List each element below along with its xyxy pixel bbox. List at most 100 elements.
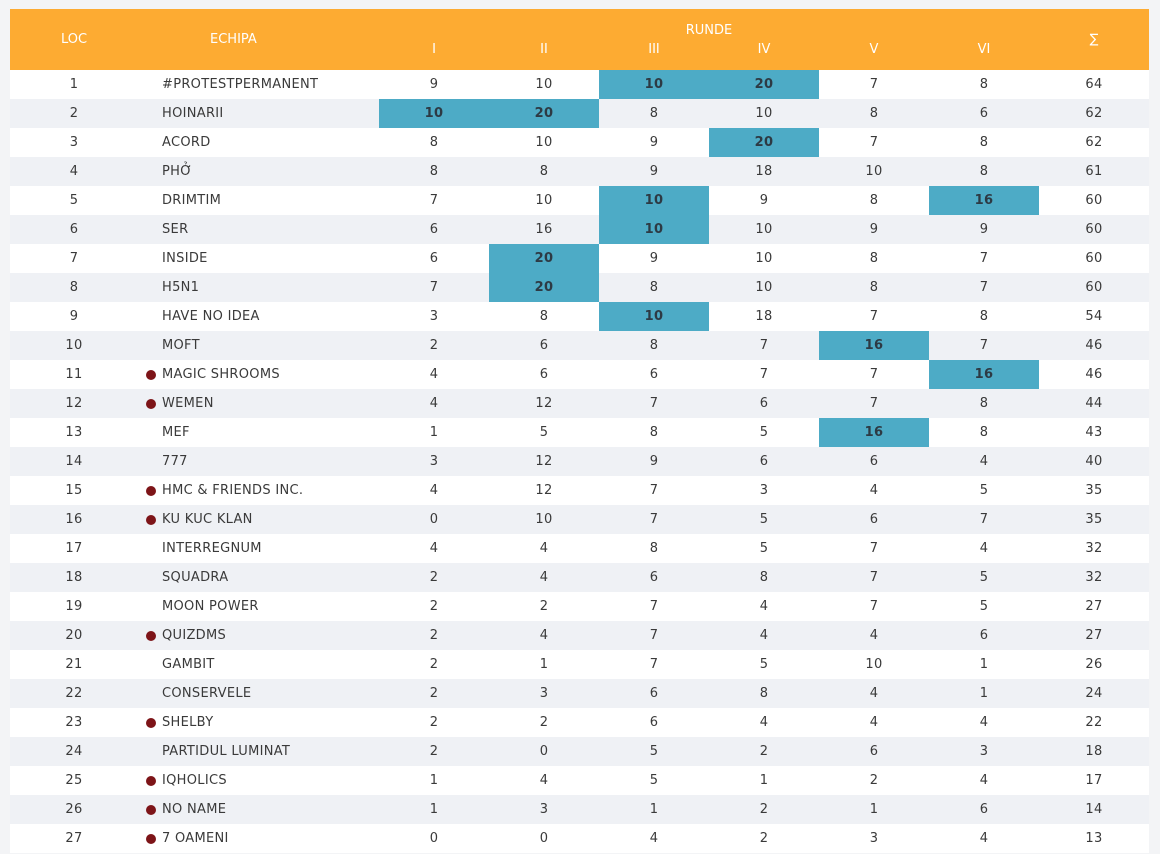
rank-cell: 17: [10, 534, 138, 563]
round-5-score-cell: 4: [819, 621, 929, 650]
team-name-cell: SER: [160, 215, 379, 244]
total-score-cell: 27: [1039, 621, 1149, 650]
round-4-score-cell: 4: [709, 621, 819, 650]
header-sum[interactable]: ∑: [1039, 9, 1149, 70]
marker-cell: [138, 679, 160, 708]
header-round-6[interactable]: VI: [929, 40, 1039, 70]
rank-cell: 22: [10, 679, 138, 708]
team-name-cell: CONSERVELE: [160, 679, 379, 708]
round-5-score-cell: 7: [819, 70, 929, 99]
round-3-score-cell: 6: [599, 679, 709, 708]
marker-cell: [138, 157, 160, 186]
team-name-cell: MAGIC SHROOMS: [160, 360, 379, 389]
round-6-score-cell: 6: [929, 795, 1039, 824]
round-4-score-cell: 10: [709, 273, 819, 302]
round-5-score-cell: 10: [819, 157, 929, 186]
round-5-score-cell: 3: [819, 824, 929, 853]
round-6-score-cell: 16: [929, 360, 1039, 389]
round-6-score-cell: 4: [929, 824, 1039, 853]
total-score-cell: 24: [1039, 679, 1149, 708]
round-2-score-cell: 3: [489, 679, 599, 708]
round-3-score-cell: 9: [599, 244, 709, 273]
team-name-cell: SQUADRA: [160, 563, 379, 592]
table-row: 12 WEMEN 4 12 7 6 7 8 44: [10, 389, 1149, 418]
total-score-cell: 60: [1039, 244, 1149, 273]
total-score-cell: 27: [1039, 592, 1149, 621]
round-5-score-cell: 4: [819, 476, 929, 505]
round-2-score-cell: 4: [489, 621, 599, 650]
round-6-score-cell: 4: [929, 447, 1039, 476]
rank-cell: 20: [10, 621, 138, 650]
round-5-score-cell: 1: [819, 795, 929, 824]
table-row: 10 MOFT 2 6 8 7 16 7 46: [10, 331, 1149, 360]
rank-cell: 26: [10, 795, 138, 824]
marker-cell: [138, 563, 160, 592]
marker-cell: [138, 534, 160, 563]
round-3-score-cell: 10: [599, 302, 709, 331]
round-3-score-cell: 9: [599, 128, 709, 157]
round-3-score-cell: 7: [599, 389, 709, 418]
round-5-score-cell: 16: [819, 418, 929, 447]
round-4-score-cell: 4: [709, 592, 819, 621]
round-1-score-cell: 4: [379, 476, 489, 505]
team-name-cell: WEMEN: [160, 389, 379, 418]
total-score-cell: 60: [1039, 273, 1149, 302]
round-2-score-cell: 4: [489, 766, 599, 795]
round-5-score-cell: 8: [819, 273, 929, 302]
round-2-score-cell: 6: [489, 360, 599, 389]
header-round-4[interactable]: IV: [709, 40, 819, 70]
marker-cell: [138, 824, 160, 853]
table-row: 15 HMC & FRIENDS INC. 4 12 7 3 4 5 35: [10, 476, 1149, 505]
rank-cell: 15: [10, 476, 138, 505]
round-3-score-cell: 8: [599, 99, 709, 128]
dot-marker-icon: [146, 514, 156, 525]
round-1-score-cell: 2: [379, 331, 489, 360]
header-team[interactable]: ECHIPA: [138, 9, 379, 70]
total-score-cell: 35: [1039, 476, 1149, 505]
round-5-score-cell: 8: [819, 186, 929, 215]
header-round-5[interactable]: V: [819, 40, 929, 70]
rank-cell: 11: [10, 360, 138, 389]
table-row: 2 HOINARII 10 20 8 10 8 6 62: [10, 99, 1149, 128]
round-2-score-cell: 6: [489, 331, 599, 360]
header-round-1[interactable]: I: [379, 40, 489, 70]
rank-cell: 23: [10, 708, 138, 737]
dot-marker-icon: [146, 398, 156, 409]
marker-cell: [138, 476, 160, 505]
round-3-score-cell: 10: [599, 70, 709, 99]
rank-cell: 3: [10, 128, 138, 157]
team-name-cell: 777: [160, 447, 379, 476]
header-round-2[interactable]: II: [489, 40, 599, 70]
round-2-score-cell: 3: [489, 795, 599, 824]
table-row: 20 QUIZDMS 2 4 7 4 4 6 27: [10, 621, 1149, 650]
round-5-score-cell: 7: [819, 534, 929, 563]
round-5-score-cell: 8: [819, 244, 929, 273]
table-row: 4 PHỞ 8 8 9 18 10 8 61: [10, 157, 1149, 186]
round-4-score-cell: 7: [709, 360, 819, 389]
round-4-score-cell: 8: [709, 679, 819, 708]
round-1-score-cell: 2: [379, 679, 489, 708]
team-name-cell: ACORD: [160, 128, 379, 157]
team-name-cell: MOON POWER: [160, 592, 379, 621]
round-6-score-cell: 6: [929, 99, 1039, 128]
header-round-3[interactable]: III: [599, 40, 709, 70]
round-2-score-cell: 2: [489, 592, 599, 621]
round-4-score-cell: 3: [709, 476, 819, 505]
round-1-score-cell: 2: [379, 621, 489, 650]
rank-cell: 4: [10, 157, 138, 186]
round-4-score-cell: 5: [709, 650, 819, 679]
marker-cell: [138, 128, 160, 157]
table-row: 23 SHELBY 2 2 6 4 4 4 22: [10, 708, 1149, 737]
marker-cell: [138, 244, 160, 273]
rank-cell: 6: [10, 215, 138, 244]
team-name-cell: NO NAME: [160, 795, 379, 824]
marker-cell: [138, 302, 160, 331]
total-score-cell: 60: [1039, 215, 1149, 244]
round-5-score-cell: 10: [819, 650, 929, 679]
total-score-cell: 54: [1039, 302, 1149, 331]
marker-cell: [138, 389, 160, 418]
round-1-score-cell: 2: [379, 737, 489, 766]
marker-cell: [138, 360, 160, 389]
marker-cell: [138, 766, 160, 795]
header-loc[interactable]: LOC: [10, 9, 138, 70]
